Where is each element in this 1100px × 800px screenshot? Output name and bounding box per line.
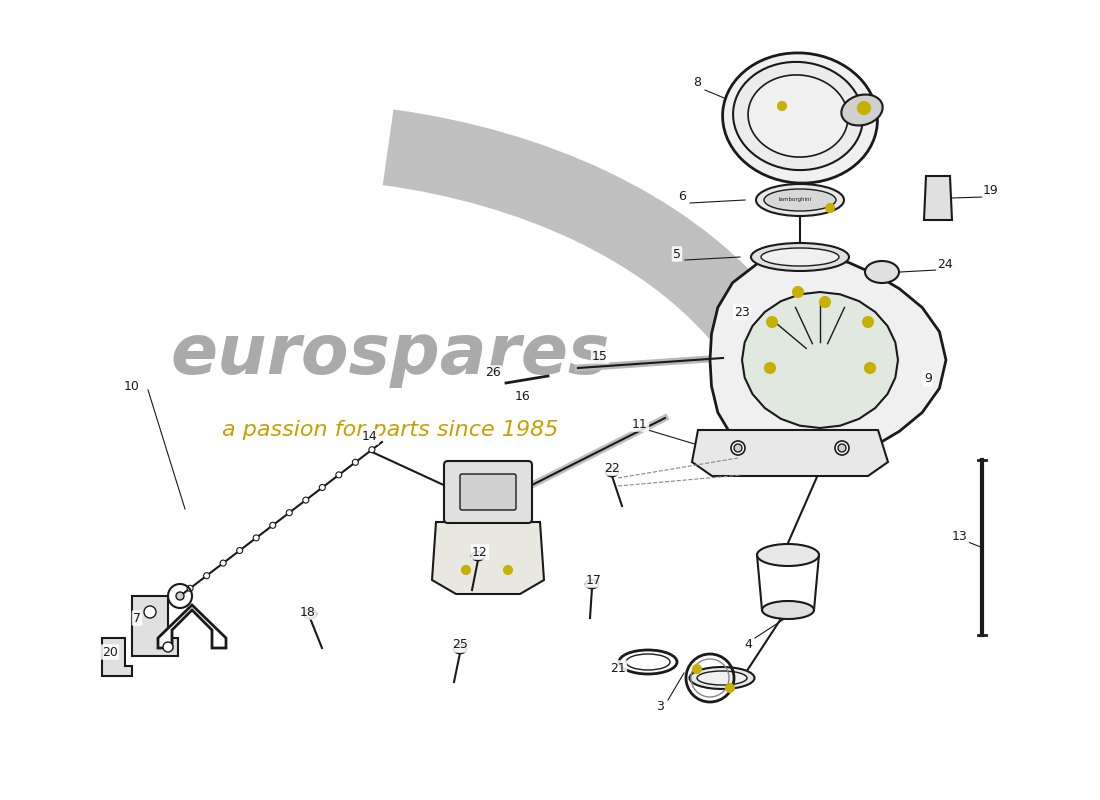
Circle shape: [176, 592, 184, 600]
Circle shape: [163, 642, 173, 652]
Polygon shape: [102, 638, 132, 676]
Circle shape: [778, 102, 786, 110]
Circle shape: [820, 297, 830, 307]
Text: 16: 16: [515, 390, 531, 403]
Text: 3: 3: [656, 699, 664, 713]
Circle shape: [204, 573, 210, 578]
Text: 10: 10: [124, 381, 140, 394]
Ellipse shape: [748, 75, 848, 157]
Text: 17: 17: [586, 574, 602, 586]
Polygon shape: [432, 522, 544, 594]
Polygon shape: [742, 292, 898, 428]
Ellipse shape: [842, 94, 882, 126]
Polygon shape: [158, 605, 225, 648]
Circle shape: [462, 566, 470, 574]
Circle shape: [693, 665, 701, 673]
Text: 20: 20: [102, 646, 118, 658]
Ellipse shape: [756, 184, 844, 216]
Text: 15: 15: [592, 350, 608, 362]
Circle shape: [826, 204, 834, 212]
Ellipse shape: [605, 467, 618, 477]
Text: 9: 9: [924, 373, 932, 386]
Text: 22: 22: [604, 462, 620, 474]
Circle shape: [187, 586, 194, 591]
Circle shape: [835, 441, 849, 455]
Circle shape: [352, 459, 359, 466]
Ellipse shape: [757, 544, 820, 566]
Ellipse shape: [585, 579, 598, 589]
Text: 11: 11: [632, 418, 648, 430]
Ellipse shape: [761, 248, 839, 266]
Text: 8: 8: [693, 77, 701, 90]
Text: 6: 6: [678, 190, 686, 203]
Ellipse shape: [304, 610, 317, 618]
Polygon shape: [692, 430, 888, 476]
Polygon shape: [710, 254, 946, 466]
Text: 7: 7: [133, 611, 141, 625]
Ellipse shape: [697, 671, 747, 685]
Circle shape: [319, 485, 326, 490]
Circle shape: [253, 535, 260, 541]
Text: 26: 26: [485, 366, 501, 379]
Text: 25: 25: [452, 638, 468, 651]
Text: 18: 18: [300, 606, 316, 618]
FancyBboxPatch shape: [444, 461, 532, 523]
Ellipse shape: [472, 551, 484, 561]
Circle shape: [726, 684, 734, 692]
Ellipse shape: [762, 601, 814, 619]
Ellipse shape: [764, 189, 836, 211]
Circle shape: [302, 497, 309, 503]
Text: lamborghini: lamborghini: [779, 198, 812, 202]
Circle shape: [858, 102, 870, 114]
Ellipse shape: [453, 645, 466, 654]
Circle shape: [734, 444, 742, 452]
Circle shape: [220, 560, 227, 566]
Polygon shape: [924, 176, 952, 220]
Text: 24: 24: [937, 258, 953, 270]
Text: 12: 12: [472, 546, 488, 558]
Circle shape: [838, 444, 846, 452]
Text: 21: 21: [610, 662, 626, 674]
Text: 23: 23: [734, 306, 750, 318]
Circle shape: [864, 317, 873, 327]
Text: 13: 13: [953, 530, 968, 542]
Text: 5: 5: [673, 247, 681, 261]
Circle shape: [764, 363, 776, 373]
Text: 14: 14: [362, 430, 378, 443]
Text: eurospares: eurospares: [170, 322, 609, 389]
Circle shape: [336, 472, 342, 478]
FancyBboxPatch shape: [460, 474, 516, 510]
Circle shape: [504, 566, 512, 574]
Circle shape: [368, 446, 375, 453]
Circle shape: [144, 606, 156, 618]
Text: 4: 4: [744, 638, 752, 650]
Text: 19: 19: [983, 185, 999, 198]
Ellipse shape: [751, 243, 849, 271]
Circle shape: [865, 363, 874, 373]
Circle shape: [767, 317, 777, 327]
Polygon shape: [132, 596, 178, 656]
Circle shape: [286, 510, 293, 516]
Ellipse shape: [733, 62, 862, 170]
Text: a passion for parts since 1985: a passion for parts since 1985: [222, 420, 558, 440]
Circle shape: [236, 547, 243, 554]
Ellipse shape: [723, 53, 878, 183]
Circle shape: [732, 441, 745, 455]
Circle shape: [270, 522, 276, 528]
Circle shape: [793, 287, 803, 297]
Ellipse shape: [690, 667, 755, 689]
Ellipse shape: [865, 261, 899, 283]
